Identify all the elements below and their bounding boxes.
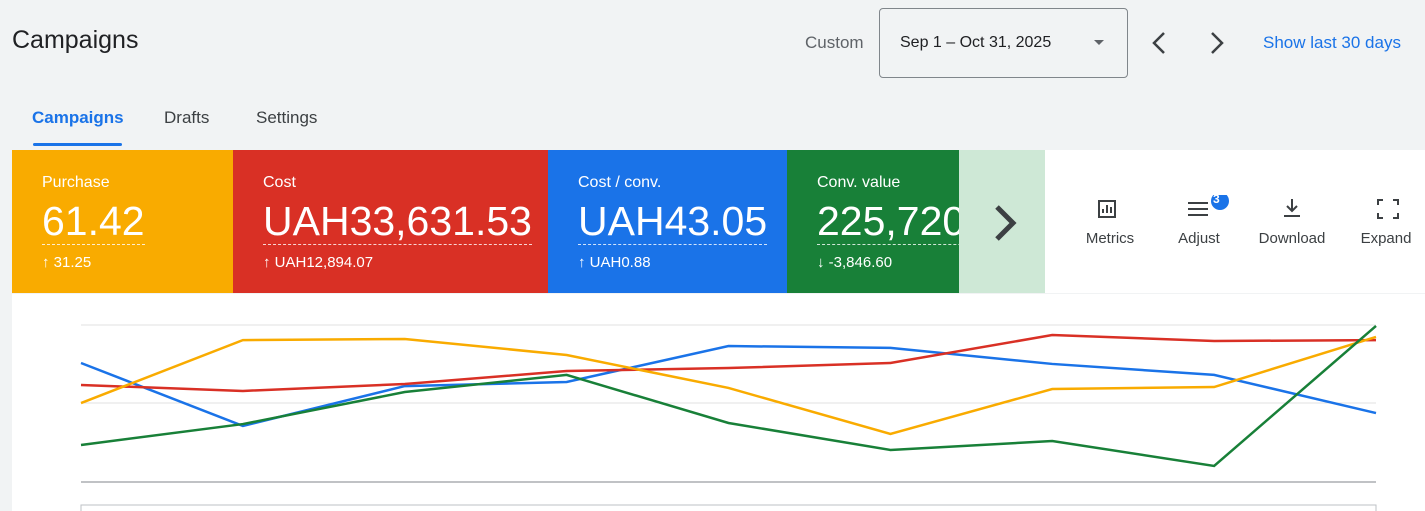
card-change: ↓ -3,846.60: [817, 254, 893, 271]
line-series: [80, 344, 1377, 428]
card-change: ↑ UAH0.88: [578, 254, 651, 271]
range-label: Custom: [805, 33, 864, 52]
tool-label: Adjust: [1178, 230, 1220, 247]
date-range: Sep 1 – Oct 31, 2025: [900, 34, 1052, 51]
line-series: [80, 335, 1377, 436]
card-label: Conv. value: [817, 174, 901, 191]
tab-underline: [33, 143, 122, 146]
card-change: ↑ UAH12,894.07: [263, 254, 374, 271]
nav-arrows[interactable]: [1148, 30, 1228, 56]
tab[interactable]: Settings: [256, 108, 318, 127]
card-label: Cost: [263, 174, 296, 191]
tab[interactable]: Drafts: [164, 108, 210, 127]
range-selector[interactable]: [80, 504, 1377, 511]
scroll-overlay[interactable]: [959, 150, 1045, 293]
tool-label: Download: [1258, 230, 1326, 247]
tool-label: Expand: [1360, 230, 1412, 247]
dropdown-arrow: [1094, 40, 1104, 45]
card-value: UAH43.05: [578, 198, 768, 245]
scorecard[interactable]: Cost / conv. UAH43.05 ↑ UAH0.88: [548, 150, 787, 293]
card-value: 225,720.15: [817, 198, 959, 245]
scorecard[interactable]: Purchase 61.42 ↑ 31.25: [12, 150, 233, 293]
chevron: [995, 205, 1017, 241]
card-label: Purchase: [42, 174, 110, 191]
card-value: 61.42: [42, 198, 145, 245]
badge: 3: [1213, 192, 1220, 206]
scorecard[interactable]: Cost UAH33,631.53 ↑ UAH12,894.07: [233, 150, 548, 293]
scorecard[interactable]: Conv. value 225,720.15 ↓ -3,846.60: [787, 150, 959, 293]
toolbar: [1045, 150, 1425, 293]
date-picker[interactable]: Sep 1 – Oct 31, 2025: [879, 8, 1128, 78]
page-title: Campaigns: [12, 26, 139, 54]
line-series: [80, 324, 1377, 468]
card-value: UAH33,631.53: [263, 198, 532, 245]
tool-icons: [1098, 195, 1399, 219]
card-change: ↑ 31.25: [42, 254, 92, 271]
chart: [80, 324, 1377, 511]
show-last-link[interactable]: Show last 30 days: [1263, 33, 1401, 52]
tool-label: Metrics: [1085, 230, 1135, 247]
line-series: [80, 333, 1377, 393]
card-label: Cost / conv.: [578, 174, 662, 191]
tab[interactable]: Campaigns: [32, 108, 124, 127]
